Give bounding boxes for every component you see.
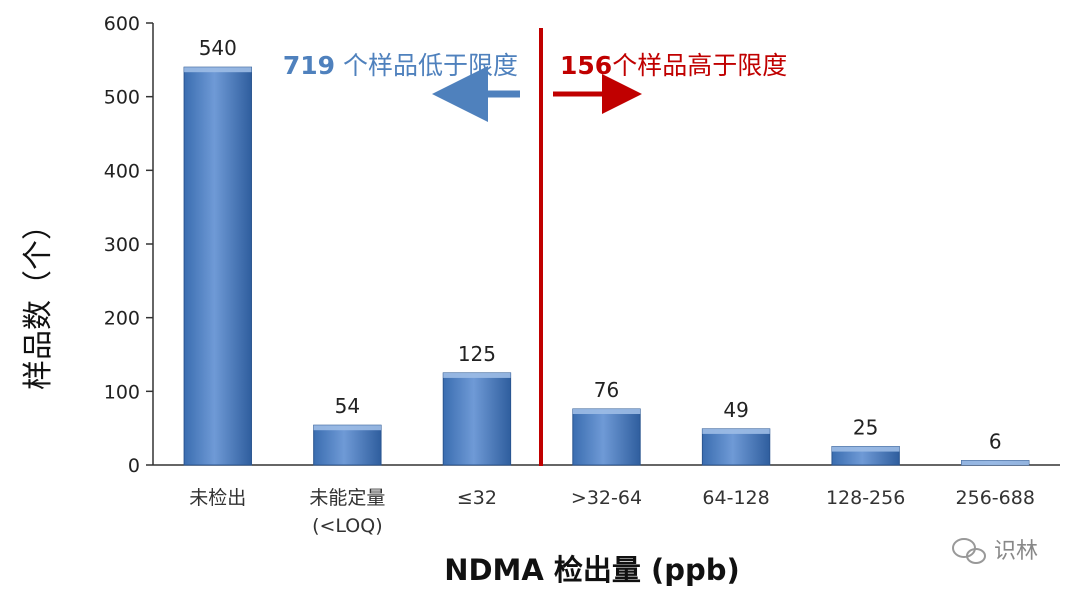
data-label: 25 [853, 416, 878, 440]
y-tick-label: 100 [104, 381, 140, 403]
bars [183, 66, 1030, 466]
below-limit-text: 个样品低于限度 [335, 51, 518, 80]
y-tick-label: 500 [104, 87, 140, 109]
x-tick-label: 未能定量 [309, 487, 385, 509]
bar-top-highlight [184, 67, 252, 73]
bar [183, 66, 252, 466]
x-tick-label: 256-688 [956, 487, 1035, 509]
below-limit-count: 719 [283, 51, 335, 80]
data-label: 54 [335, 394, 360, 418]
above-limit-text: 个样品高于限度 [612, 51, 787, 80]
x-tick-label: 未检出 [189, 487, 246, 509]
wechat-icon [952, 538, 986, 564]
bar [442, 372, 512, 466]
bar-top-highlight [572, 409, 641, 415]
labels: 540 未检出 54 未能定量 (<LOQ) 125 ≤32 76 >32-64 49 64-128… [189, 36, 1035, 537]
bar [572, 408, 641, 466]
bar-top-highlight [702, 428, 770, 434]
above-limit-annotation: 156个样品高于限度 [560, 51, 787, 80]
data-label: 76 [594, 378, 619, 402]
below-limit-annotation: 719 个样品低于限度 [283, 51, 518, 80]
x-axis-label: NDMA 检出量 (ppb) [444, 553, 740, 587]
data-label: 540 [199, 36, 237, 60]
x-tick-label: ≤32 [457, 487, 497, 509]
axes: 0 100 200 300 400 500 600 [104, 13, 1060, 477]
bar-top-highlight [831, 446, 900, 452]
x-tick-label: >32-64 [571, 487, 642, 509]
bar-top-highlight [443, 372, 511, 378]
bar-top-highlight [313, 425, 382, 431]
x-tick-label: 64-128 [702, 487, 769, 509]
y-tick-label: 600 [104, 13, 140, 35]
data-label: 6 [989, 430, 1002, 454]
watermark-text: 识林 [994, 539, 1038, 564]
data-label: 125 [458, 342, 496, 366]
bar-top-highlight [961, 460, 1029, 465]
y-tick-label: 0 [128, 455, 140, 477]
bar [701, 428, 771, 466]
y-tick-label: 300 [104, 234, 140, 256]
y-tick-label: 200 [104, 308, 140, 330]
x-tick-label: 128-256 [826, 487, 905, 509]
y-tick-label: 400 [104, 160, 140, 182]
y-axis-label: 样品数（个） [21, 210, 56, 390]
data-label: 49 [723, 398, 748, 422]
x-tick-label: (<LOQ) [312, 515, 383, 537]
above-limit-count: 156 [560, 51, 612, 80]
bar [313, 424, 382, 466]
watermark: 识林 [952, 538, 1038, 564]
